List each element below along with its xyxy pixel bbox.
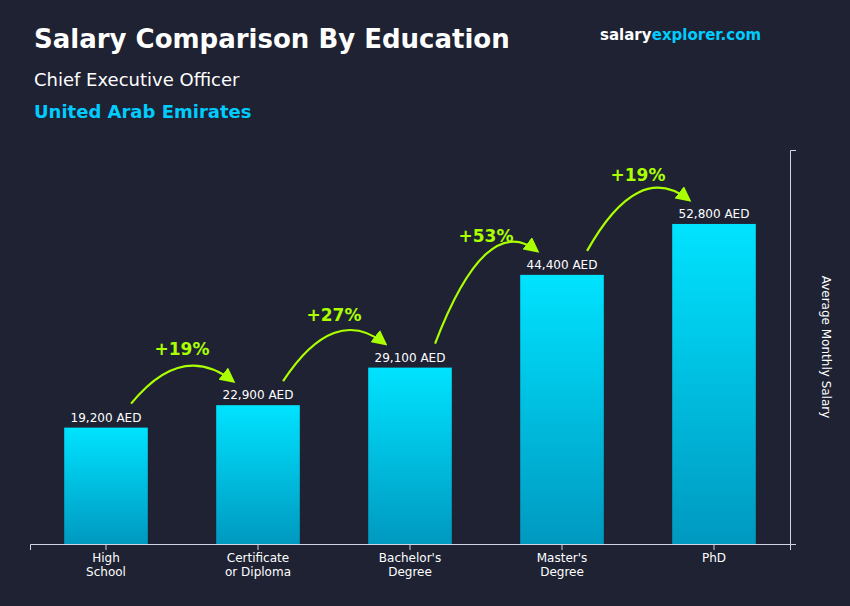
arrow — [587, 188, 689, 251]
subtitle: United Arab Emirates — [34, 101, 251, 122]
tick: Bachelor'sDegree — [379, 544, 441, 579]
subtitle: Chief Executive Officer — [34, 69, 240, 90]
data-label: 52,800 AED — [679, 207, 750, 221]
annotation: +19% — [155, 339, 210, 359]
background — [0, 0, 850, 606]
tick: PhD — [702, 544, 726, 565]
tick: Master'sDegree — [537, 544, 588, 579]
x-axis: HighSchool Certificateor Diploma Bachelor'… — [31, 544, 791, 579]
bar — [520, 275, 604, 544]
data-labels: 19,200 AED 22,900 AED 29,100 AED 44,400 AED… — [71, 207, 750, 425]
arrow — [283, 330, 385, 381]
arrow — [131, 366, 233, 404]
tick: Certificateor Diploma — [225, 544, 291, 579]
bar — [368, 368, 452, 544]
data-label: 29,100 AED — [375, 351, 446, 365]
annotation: +27% — [307, 305, 362, 325]
y-axis-title: Average Monthly Salary — [819, 276, 833, 419]
arrow — [435, 242, 537, 344]
tick: HighSchool — [86, 544, 126, 579]
annotation: +53% — [459, 226, 514, 246]
bar — [216, 405, 300, 544]
chart: Salary Comparison By Education Chief Exec… — [0, 0, 850, 606]
x-axis-line — [31, 545, 791, 551]
tick-label: Bachelor'sDegree — [379, 551, 441, 579]
bar — [64, 428, 148, 544]
data-label: 44,400 AED — [527, 258, 598, 272]
tick-label: HighSchool — [86, 551, 126, 579]
annotations: +19% +27% +53% +19% — [131, 165, 689, 404]
title: Salary Comparison By Education — [34, 24, 510, 54]
y-axis-line — [791, 151, 797, 545]
header: Salary Comparison By Education Chief Exec… — [34, 24, 761, 122]
data-label: 22,900 AED — [223, 388, 294, 402]
data-label: 19,200 AED — [71, 411, 142, 425]
annotation: +19% — [611, 165, 666, 185]
bar — [672, 224, 756, 544]
tick-label: PhD — [702, 551, 726, 565]
tick-mark — [410, 544, 411, 550]
bars — [64, 224, 756, 544]
y-axis — [791, 151, 797, 545]
source: salary — [600, 26, 652, 44]
source: explorer.com — [652, 26, 761, 44]
tick-mark — [258, 544, 259, 550]
tick-label: Master'sDegree — [537, 551, 588, 579]
tick-label: Certificateor Diploma — [225, 551, 291, 579]
tick-mark — [714, 544, 715, 550]
tick-mark — [562, 544, 563, 550]
tick-mark — [106, 544, 107, 550]
